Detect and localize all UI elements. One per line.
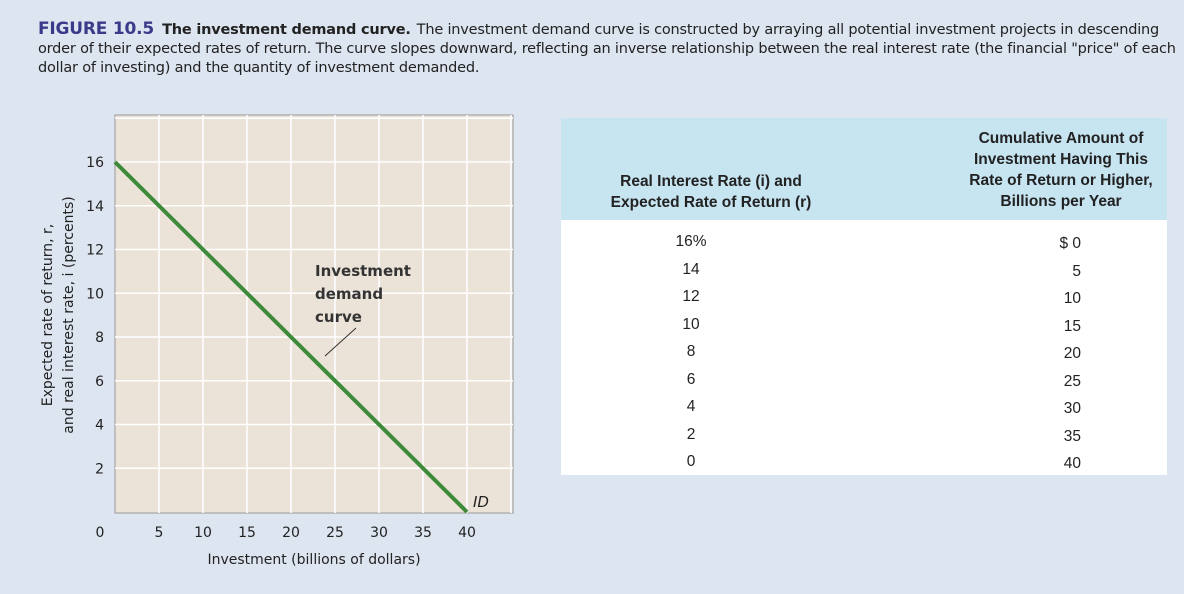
y-tick-label: 8 xyxy=(95,330,104,346)
amount-cell: 15 xyxy=(1063,317,1081,335)
amount-cell: 25 xyxy=(1063,372,1081,390)
y-tick-label: 6 xyxy=(95,374,104,390)
y-tick-label: 4 xyxy=(95,418,104,434)
caption-text: The investment demand curve is construct… xyxy=(38,22,1176,76)
header-rate-line: Real Interest Rate (i) and xyxy=(620,173,802,190)
header-amount: Cumulative Amount of Investment Having T… xyxy=(946,128,1176,212)
amount-cell: $ 0 xyxy=(1059,235,1081,252)
y-tick-label: 14 xyxy=(86,199,104,215)
amount-cell: 30 xyxy=(1063,400,1081,417)
header-rate: Real Interest Rate (i) and Expected Rate… xyxy=(571,171,851,213)
rate-cell: 0 xyxy=(686,453,696,470)
header-amount-line: Billions per Year xyxy=(1000,193,1122,210)
amount-column: $ 0 5 10 15 20 25 30 35 40 xyxy=(1001,230,1081,478)
x-tick-label: 35 xyxy=(414,525,432,541)
plot-area xyxy=(114,114,514,514)
investment-table: Real Interest Rate (i) and Expected Rate… xyxy=(561,118,1167,475)
x-tick-label: 25 xyxy=(326,525,344,541)
series-label-id: ID xyxy=(473,493,489,511)
rate-cell: 2 xyxy=(686,425,696,443)
x-tick-label: 20 xyxy=(282,525,300,541)
amount-cell: 10 xyxy=(1063,290,1081,307)
y-tick-label: 16 xyxy=(86,155,104,171)
amount-cell: 35 xyxy=(1063,427,1081,445)
header-rate-line: Expected Rate of Return (r) xyxy=(610,194,812,211)
figure-title: The investment demand curve. xyxy=(162,22,411,38)
amount-cell: 20 xyxy=(1063,345,1081,362)
investment-demand-curve xyxy=(113,160,469,514)
header-amount-line: Investment Having This xyxy=(974,151,1148,168)
table-header: Real Interest Rate (i) and Expected Rate… xyxy=(561,118,1167,220)
header-amount-line: Cumulative Amount of xyxy=(978,130,1144,147)
curve-annotation: Investment xyxy=(315,262,411,280)
figure-number: FIGURE 10.5 xyxy=(38,19,155,39)
rate-column: 16% 14 12 10 8 6 4 2 0 xyxy=(661,228,721,476)
rate-cell: 4 xyxy=(686,398,696,415)
rate-cell: 14 xyxy=(682,260,700,278)
rate-cell: 10 xyxy=(682,315,700,333)
header-amount-line: Rate of Return or Higher, xyxy=(969,172,1153,189)
x-tick-label: 30 xyxy=(370,525,388,541)
x-tick-label: 0 xyxy=(96,525,105,541)
y-axis-label: Expected rate of return, r, xyxy=(40,224,56,407)
annotation-pointer xyxy=(324,327,357,357)
y-tick-label: 2 xyxy=(95,461,104,477)
x-tick-label: 5 xyxy=(155,525,164,541)
rate-cell: 12 xyxy=(682,288,700,305)
x-axis-label: Investment (billions of dollars) xyxy=(207,552,420,568)
rate-cell: 16% xyxy=(675,233,707,250)
y-axis-label: and real interest rate, i (percents) xyxy=(61,196,77,433)
rate-cell: 6 xyxy=(686,370,696,388)
x-tick-label: 40 xyxy=(458,525,476,541)
amount-cell: 5 xyxy=(1072,262,1081,280)
rate-cell: 8 xyxy=(686,343,696,360)
amount-cell: 40 xyxy=(1063,455,1081,472)
y-tick-label: 10 xyxy=(86,286,104,302)
x-tick-label: 15 xyxy=(238,525,256,541)
y-tick-label: 12 xyxy=(86,243,104,259)
x-tick-label: 10 xyxy=(194,525,212,541)
curve-annotation: demand xyxy=(315,285,383,303)
figure-caption: FIGURE 10.5 The investment demand curve. T… xyxy=(38,20,1178,78)
curve-annotation: curve xyxy=(315,308,362,326)
